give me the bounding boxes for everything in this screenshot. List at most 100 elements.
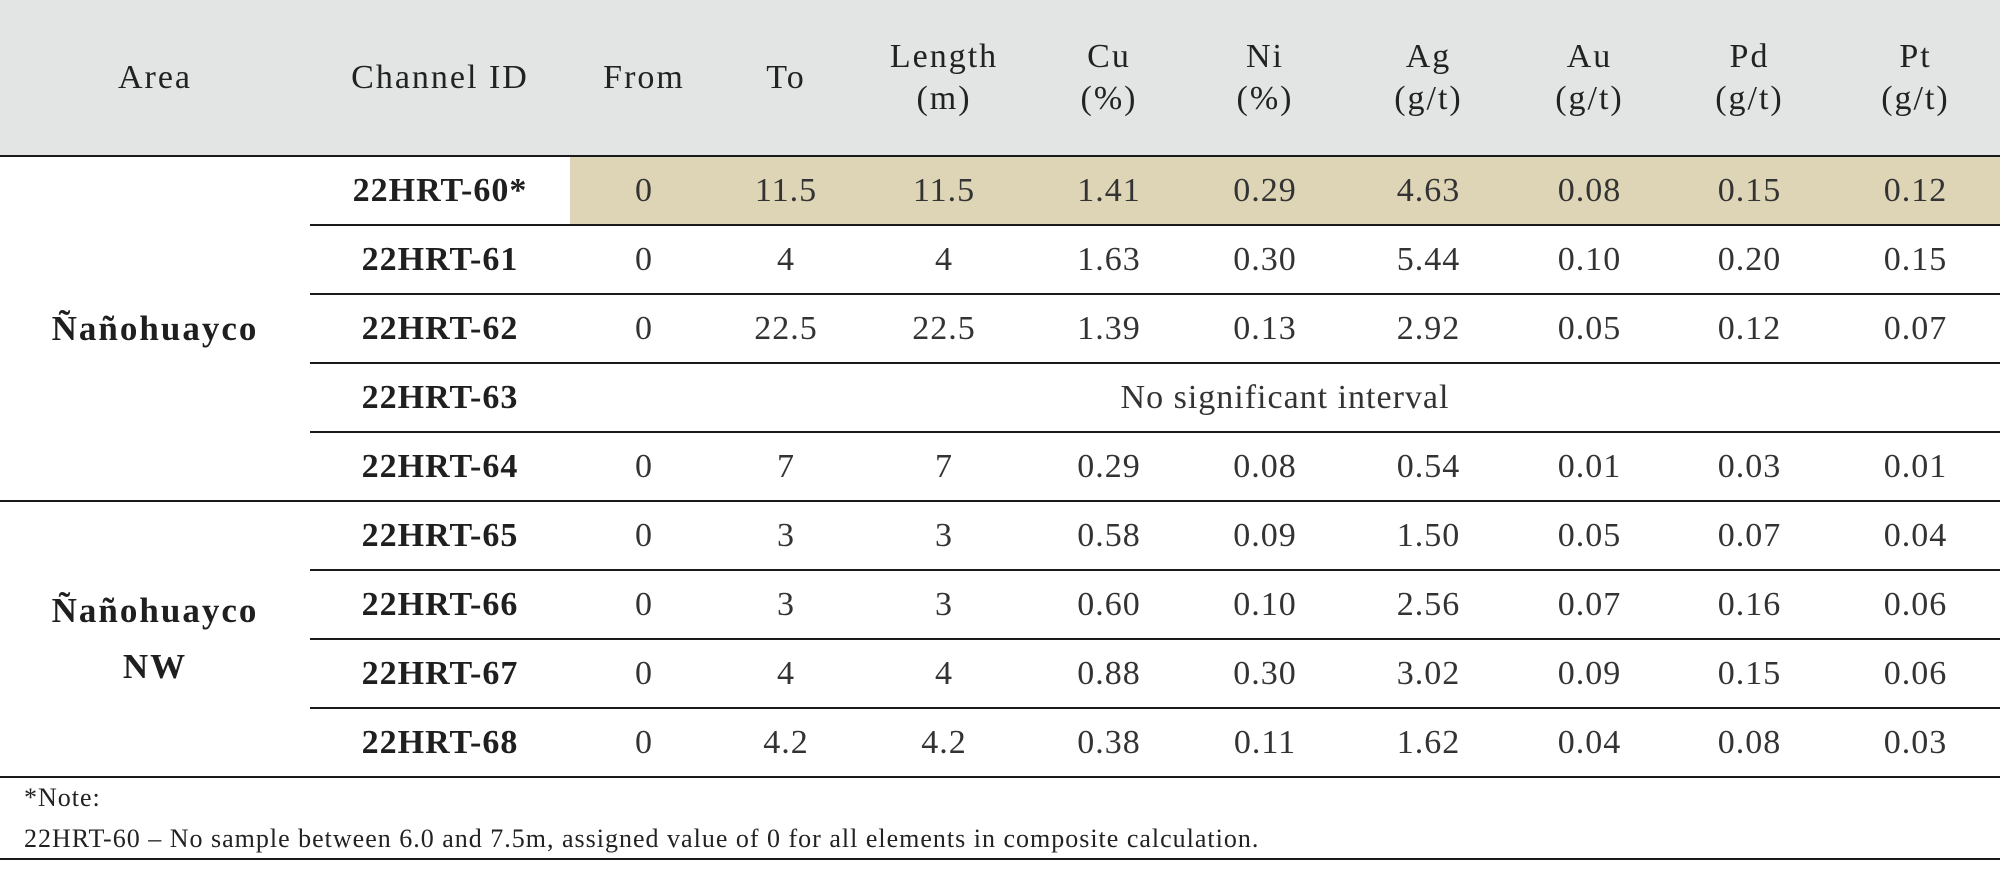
channel-id-cell: 22HRT-61 <box>310 225 570 295</box>
header-pd: Pd (g/t) <box>1668 0 1831 157</box>
ni-cell: 0.30 <box>1184 639 1346 709</box>
pt-cell: 0.01 <box>1831 432 2000 502</box>
cu-cell: 0.88 <box>1034 639 1184 709</box>
table-row: Ñañohuayco 22HRT-60* 0 11.5 11.5 1.41 0.… <box>0 156 2000 502</box>
pd-cell: 0.07 <box>1668 501 1831 571</box>
header-channel-id: Channel ID <box>310 0 570 157</box>
bottom-divider <box>0 858 2000 860</box>
ag-cell: 2.56 <box>1346 570 1511 640</box>
ni-cell: 0.10 <box>1184 570 1346 640</box>
ag-cell: 2.92 <box>1346 294 1511 364</box>
channel-id-cell: 22HRT-62 <box>310 294 570 364</box>
from-cell: 0 <box>570 708 718 778</box>
cu-cell: 0.58 <box>1034 501 1184 571</box>
table-footnote: *Note: 22HRT-60 – No sample between 6.0 … <box>24 778 2000 860</box>
channel-id-cell: 22HRT-66 <box>310 570 570 640</box>
pt-cell: 0.06 <box>1831 639 2000 709</box>
au-cell: 0.10 <box>1511 225 1668 295</box>
pt-cell: 0.07 <box>1831 294 2000 364</box>
pd-cell: 0.16 <box>1668 570 1831 640</box>
ni-cell: 0.11 <box>1184 708 1346 778</box>
pt-cell: 0.04 <box>1831 501 2000 571</box>
ag-cell: 5.44 <box>1346 225 1511 295</box>
channel-id-cell: 22HRT-65 <box>310 501 570 571</box>
ni-cell: 0.08 <box>1184 432 1346 502</box>
to-cell: 11.5 <box>718 156 854 226</box>
table-row: 22HRT-66 0 3 3 0.60 0.10 2.56 0.07 0.16 … <box>0 570 2000 640</box>
length-cell: 4 <box>854 639 1034 709</box>
from-cell: 0 <box>570 432 718 502</box>
to-cell: 3 <box>718 570 854 640</box>
header-to: To <box>718 0 854 157</box>
cu-cell: 0.60 <box>1034 570 1184 640</box>
from-cell: 0 <box>570 225 718 295</box>
table-row: 22HRT-64 0 7 7 0.29 0.08 0.54 0.01 0.03 … <box>0 432 2000 502</box>
footnote-text: 22HRT-60 – No sample between 6.0 and 7.5… <box>24 824 1260 853</box>
length-cell: 3 <box>854 570 1034 640</box>
to-cell: 4 <box>718 639 854 709</box>
from-cell: 0 <box>570 156 718 226</box>
cu-cell: 0.29 <box>1034 432 1184 502</box>
cu-cell: 1.41 <box>1034 156 1184 226</box>
table-row: 22HRT-67 0 4 4 0.88 0.30 3.02 0.09 0.15 … <box>0 639 2000 709</box>
header-length: Length (m) <box>854 0 1034 157</box>
from-cell: 0 <box>570 501 718 571</box>
pt-cell: 0.06 <box>1831 570 2000 640</box>
header-row: Area Channel ID From To Length (m) Cu (%) … <box>0 0 2000 157</box>
footnote-heading: *Note: <box>24 783 101 812</box>
to-cell: 4.2 <box>718 708 854 778</box>
header-from: From <box>570 0 718 157</box>
channel-id-cell: 22HRT-64 <box>310 432 570 502</box>
channel-id-cell: 22HRT-67 <box>310 639 570 709</box>
no-significant-interval-cell: No significant interval <box>570 363 2000 433</box>
ag-cell: 3.02 <box>1346 639 1511 709</box>
to-cell: 22.5 <box>718 294 854 364</box>
header-area: Area <box>0 0 310 157</box>
pd-cell: 0.15 <box>1668 639 1831 709</box>
header-pt: Pt (g/t) <box>1831 0 2000 157</box>
length-cell: 3 <box>854 501 1034 571</box>
to-cell: 7 <box>718 432 854 502</box>
au-cell: 0.01 <box>1511 432 1668 502</box>
length-cell: 7 <box>854 432 1034 502</box>
area-cell-nanohuayco: Ñañohuayco <box>0 156 310 502</box>
from-cell: 0 <box>570 570 718 640</box>
length-cell: 22.5 <box>854 294 1034 364</box>
pt-cell: 0.03 <box>1831 708 2000 778</box>
pt-cell: 0.15 <box>1831 225 2000 295</box>
au-cell: 0.07 <box>1511 570 1668 640</box>
ni-cell: 0.30 <box>1184 225 1346 295</box>
ag-cell: 4.63 <box>1346 156 1511 226</box>
cu-cell: 1.39 <box>1034 294 1184 364</box>
ag-cell: 1.62 <box>1346 708 1511 778</box>
au-cell: 0.05 <box>1511 501 1668 571</box>
pt-cell: 0.12 <box>1831 156 2000 226</box>
table-row: 22HRT-61 0 4 4 1.63 0.30 5.44 0.10 0.20 … <box>0 225 2000 295</box>
to-cell: 3 <box>718 501 854 571</box>
pd-cell: 0.15 <box>1668 156 1831 226</box>
header-cu: Cu (%) <box>1034 0 1184 157</box>
au-cell: 0.09 <box>1511 639 1668 709</box>
au-cell: 0.08 <box>1511 156 1668 226</box>
length-cell: 11.5 <box>854 156 1034 226</box>
cu-cell: 0.38 <box>1034 708 1184 778</box>
pd-cell: 0.03 <box>1668 432 1831 502</box>
length-cell: 4 <box>854 225 1034 295</box>
pd-cell: 0.08 <box>1668 708 1831 778</box>
area-cell-nanohuayco-nw: Ñañohuayco NW <box>0 501 310 778</box>
header-au: Au (g/t) <box>1511 0 1668 157</box>
ag-cell: 0.54 <box>1346 432 1511 502</box>
table-row: 22HRT-63 No significant interval <box>0 363 2000 433</box>
pd-cell: 0.20 <box>1668 225 1831 295</box>
pd-cell: 0.12 <box>1668 294 1831 364</box>
from-cell: 0 <box>570 294 718 364</box>
to-cell: 4 <box>718 225 854 295</box>
from-cell: 0 <box>570 639 718 709</box>
assay-results-table-container: Area Channel ID From To Length (m) Cu (%) … <box>0 0 2000 778</box>
length-cell: 4.2 <box>854 708 1034 778</box>
au-cell: 0.05 <box>1511 294 1668 364</box>
header-ag: Ag (g/t) <box>1346 0 1511 157</box>
channel-id-cell: 22HRT-68 <box>310 708 570 778</box>
cu-cell: 1.63 <box>1034 225 1184 295</box>
header-ni: Ni (%) <box>1184 0 1346 157</box>
